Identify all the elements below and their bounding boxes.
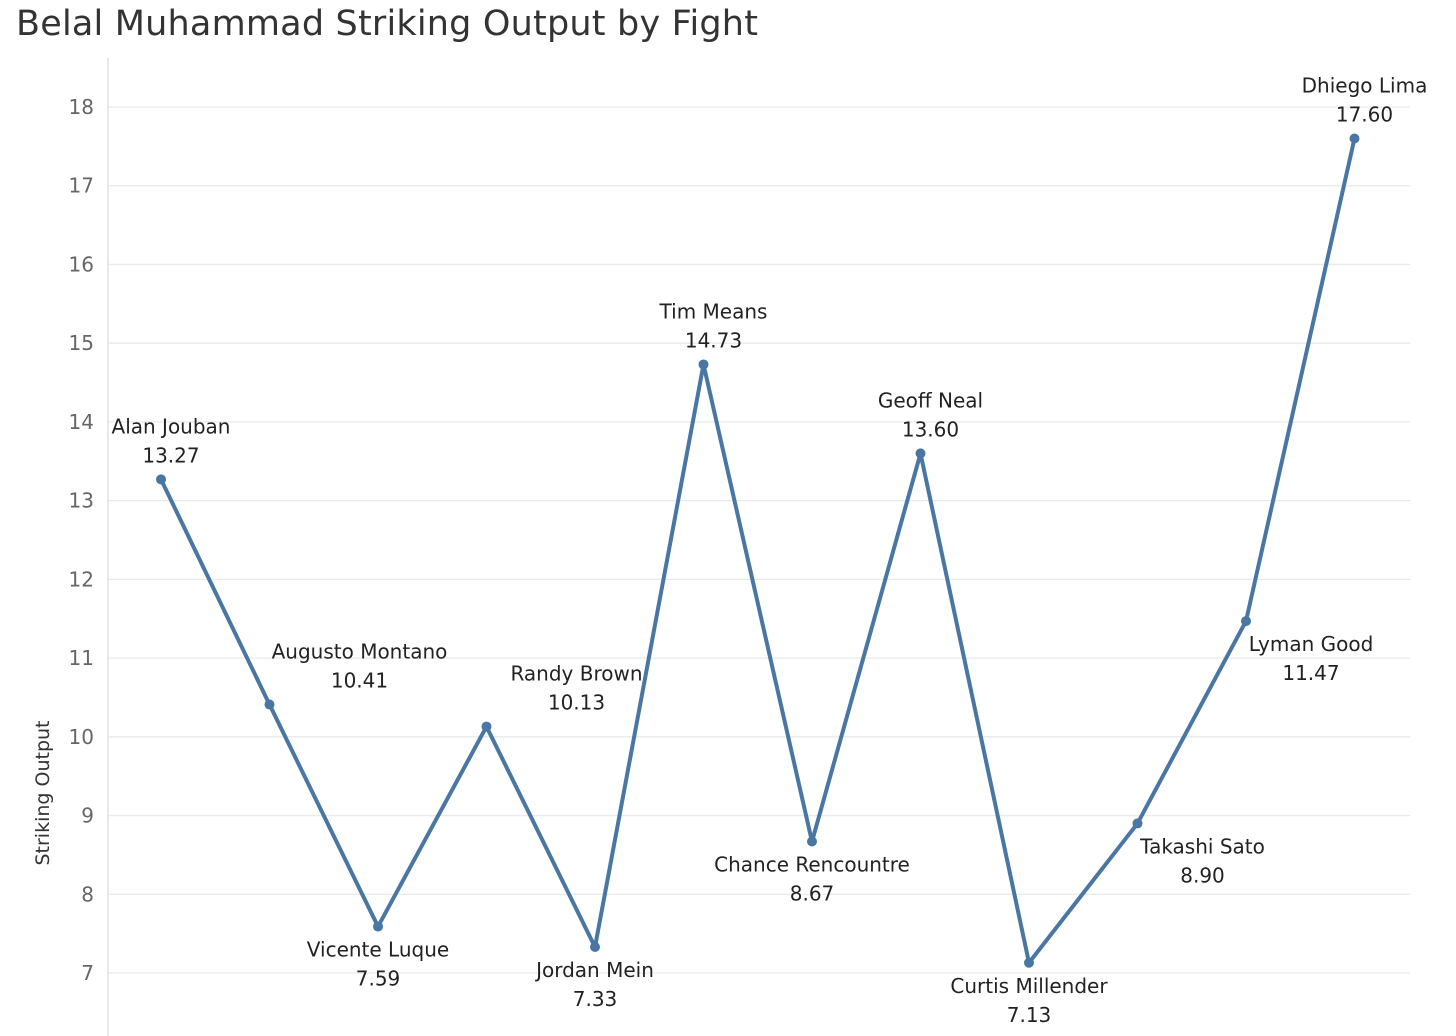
point-value-label: 13.27 xyxy=(142,443,199,467)
point-name-label: Tim Means xyxy=(659,299,768,323)
y-tick-label: 17 xyxy=(69,174,94,198)
data-point xyxy=(1132,818,1143,829)
data-point xyxy=(1024,957,1034,968)
data-point xyxy=(264,699,275,710)
data-point xyxy=(156,474,166,485)
point-labels: Alan Jouban 13.27 Augusto Montano 10.41 Vice… xyxy=(112,73,1428,1026)
point-value-label: 7.33 xyxy=(573,987,618,1011)
point-value-label: 7.13 xyxy=(1007,1003,1052,1027)
point-value-label: 8.90 xyxy=(1180,863,1225,887)
y-tick-label: 18 xyxy=(69,95,94,119)
point-name-label: Jordan Mein xyxy=(534,958,654,982)
data-point xyxy=(373,921,383,932)
data-point xyxy=(915,448,926,459)
y-tick-label: 10 xyxy=(69,725,94,749)
point-value-label: 13.60 xyxy=(902,417,959,441)
data-point xyxy=(481,721,492,732)
point-name-label: Takashi Sato xyxy=(1139,834,1265,858)
y-tick-label: 14 xyxy=(69,410,94,434)
data-point xyxy=(807,836,817,847)
point-value-label: 10.13 xyxy=(548,691,605,715)
point-name-label: Chance Rencountre xyxy=(714,853,910,877)
y-tick-label: 12 xyxy=(69,567,94,591)
point-name-label: Lyman Good xyxy=(1249,632,1374,656)
point-value-label: 14.73 xyxy=(685,328,742,352)
point-value-label: 8.67 xyxy=(790,882,835,906)
data-point xyxy=(590,942,600,953)
point-value-label: 17.60 xyxy=(1336,102,1393,126)
y-tick-label: 9 xyxy=(81,804,94,828)
point-name-label: Dhiego Lima xyxy=(1302,73,1428,97)
series-line-group xyxy=(159,136,1357,965)
y-tick-label: 11 xyxy=(69,646,94,670)
y-tick-label: 8 xyxy=(81,882,94,906)
data-point xyxy=(1241,616,1251,627)
data-point xyxy=(698,359,709,370)
point-name-label: Curtis Millender xyxy=(950,974,1108,998)
point-value-label: 7.59 xyxy=(356,967,401,991)
point-name-label: Vicente Luque xyxy=(307,938,449,962)
data-point xyxy=(1349,133,1360,144)
point-name-label: Geoff Neal xyxy=(878,388,983,412)
y-axis-title: Striking Output xyxy=(32,720,54,865)
chart-title: Belal Muhammad Striking Output by Fight xyxy=(16,4,759,44)
y-tick-label: 13 xyxy=(69,489,94,513)
point-name-label: Randy Brown xyxy=(510,662,642,686)
point-name-label: Alan Jouban xyxy=(112,414,231,438)
data-points xyxy=(156,133,1360,968)
point-name-label: Augusto Montano xyxy=(272,640,448,664)
y-tick-label: 16 xyxy=(69,252,94,276)
point-value-label: 10.41 xyxy=(331,669,388,693)
point-value-label: 11.47 xyxy=(1282,661,1339,685)
y-tick-label: 15 xyxy=(69,331,94,355)
series-line xyxy=(159,136,1357,965)
y-axis: 7 8 9 10 11 12 13 14 15 16 17 18 xyxy=(69,58,109,1036)
y-tick-label: 7 xyxy=(81,961,94,985)
